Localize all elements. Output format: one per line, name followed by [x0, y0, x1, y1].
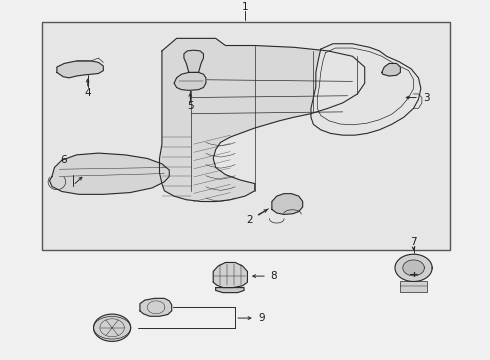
Text: 8: 8 [270, 271, 277, 281]
Polygon shape [216, 288, 244, 293]
Polygon shape [382, 63, 400, 76]
Polygon shape [395, 254, 432, 282]
Text: 9: 9 [259, 313, 266, 323]
Polygon shape [49, 153, 169, 194]
Text: 5: 5 [187, 101, 194, 111]
Polygon shape [213, 262, 247, 288]
Polygon shape [57, 61, 103, 78]
Text: 7: 7 [410, 237, 417, 247]
Polygon shape [311, 44, 421, 135]
Polygon shape [159, 39, 365, 202]
Polygon shape [272, 194, 303, 215]
Polygon shape [174, 72, 206, 90]
Bar [400, 281, 427, 292]
Polygon shape [403, 260, 424, 276]
Text: 2: 2 [246, 215, 253, 225]
Bar [42, 22, 450, 250]
Polygon shape [140, 298, 172, 316]
Text: 6: 6 [60, 155, 67, 165]
Text: 3: 3 [423, 93, 430, 103]
Polygon shape [94, 314, 131, 341]
Text: 1: 1 [242, 2, 248, 12]
Polygon shape [184, 50, 203, 72]
Text: 4: 4 [84, 88, 91, 98]
